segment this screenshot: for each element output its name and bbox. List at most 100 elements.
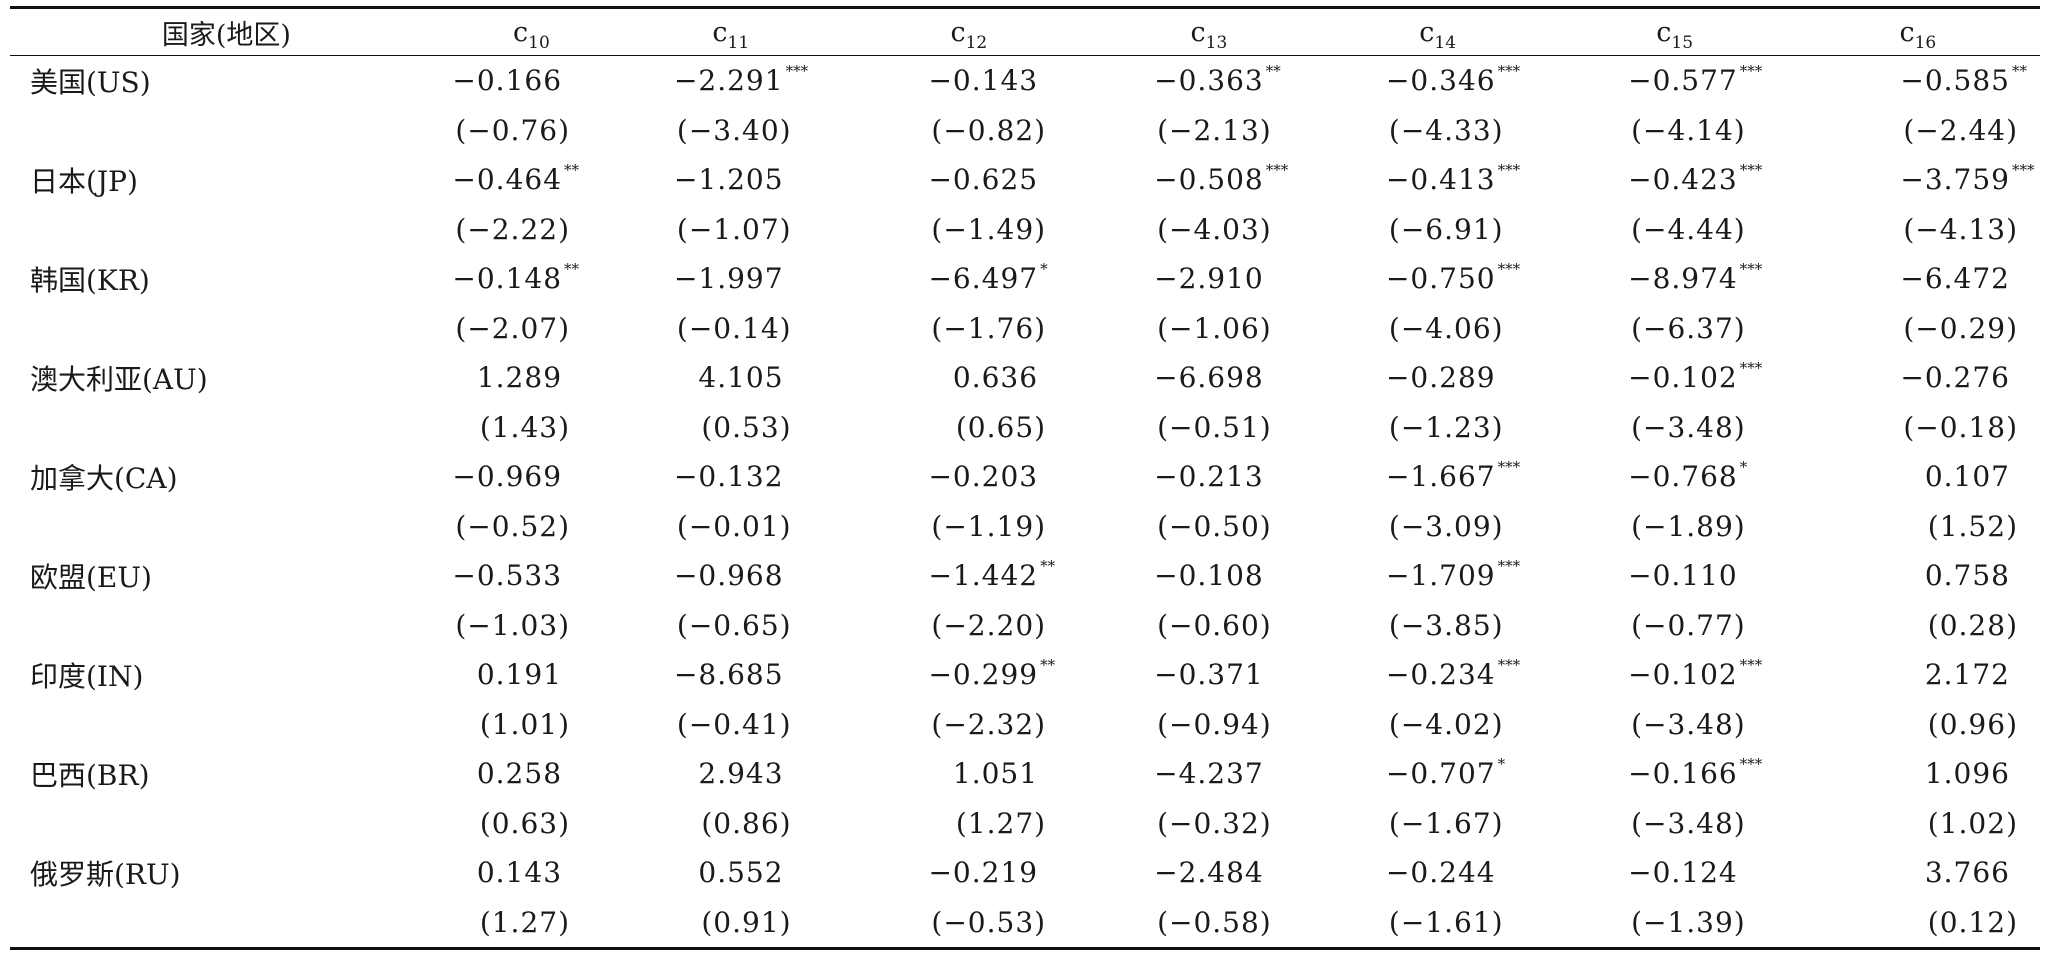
empty-cell — [10, 601, 443, 651]
coefficient-wrap: −6.497 * — [928, 260, 1047, 295]
significance-stars: *** — [785, 62, 809, 81]
significance-stars: ** — [1040, 557, 1056, 576]
coefficient-cell: −0.110 — [1554, 551, 1796, 601]
coefficient-row: 加拿大(CA) −0.969 −0.132 −0.203 −0.213 −1.667 ***… — [10, 452, 2040, 502]
t-statistic-cell: (−0.77) — [1631, 608, 1746, 642]
coefficient-wrap: −0.276 — [1900, 361, 2010, 394]
significance-stars: *** — [1739, 260, 1763, 279]
coefficient-wrap: −0.110 — [1628, 559, 1738, 592]
coefficient-cell: 0.258 — [443, 749, 620, 799]
header-column: c15 — [1553, 6, 1796, 56]
coefficient-wrap: −4.237 — [1154, 757, 1264, 790]
coefficient-value: −0.707 — [1385, 757, 1496, 791]
significance-stars: ** — [1040, 656, 1056, 675]
coefficient-cell: −0.234 *** — [1322, 650, 1554, 700]
header-column: c16 — [1795, 6, 2040, 56]
t-statistic-cell: (1.43) — [479, 410, 571, 444]
header-column-base: c — [1419, 16, 1435, 48]
coefficient-wrap: −0.143 — [928, 64, 1038, 97]
coefficient-wrap: −0.625 — [928, 163, 1038, 196]
coefficient-value: 2.943 — [698, 757, 784, 791]
coefficient-cell: −0.213 — [1096, 452, 1322, 502]
t-statistic-cell: (−0.53) — [841, 897, 1097, 950]
coefficient-cell: −0.148 ** — [443, 254, 620, 304]
t-statistic-cell: (−0.76) — [455, 113, 571, 147]
t-statistic-cell: (1.52) — [1927, 509, 2018, 543]
coefficient-wrap: −0.423 *** — [1628, 161, 1762, 196]
coefficient-value: −0.203 — [928, 460, 1039, 494]
t-statistic-cell: (−6.37) — [1631, 311, 1746, 345]
t-statistic-cell: (−0.58) — [1096, 897, 1322, 950]
coefficient-wrap: −0.234 *** — [1385, 656, 1520, 692]
coefficient-wrap: −0.371 — [1154, 658, 1264, 691]
coefficient-wrap: −1.442 ** — [928, 557, 1055, 592]
coefficient-cell: −0.363 ** — [1096, 56, 1322, 106]
coefficient-wrap: −8.974 *** — [1628, 260, 1762, 295]
coefficient-cell: 1.289 — [443, 353, 620, 403]
t-statistic-cell: (0.63) — [479, 806, 571, 840]
coefficient-cell: −0.124 — [1554, 848, 1796, 898]
coefficient-wrap: −0.968 — [674, 559, 784, 592]
coefficient-value: −1.205 — [673, 163, 784, 197]
coefficient-value: 1.096 — [1924, 757, 2010, 791]
coefficient-wrap: −2.291 *** — [674, 62, 808, 97]
coefficient-value: 3.766 — [1924, 856, 2010, 890]
coefficient-wrap: −3.759 *** — [1900, 161, 2034, 196]
header-column-base: c — [513, 16, 529, 48]
coefficient-wrap: −0.768 * — [1628, 458, 1747, 493]
significance-stars: *** — [2012, 161, 2035, 180]
t-statistic-cell: (−0.65) — [676, 608, 792, 642]
coefficient-wrap: −0.464 ** — [452, 161, 579, 196]
coefficient-wrap: −0.577 *** — [1628, 62, 1762, 97]
coefficient-value: −0.299 — [928, 658, 1039, 692]
coefficient-wrap: −0.219 — [928, 856, 1038, 889]
coefficient-value: −0.213 — [1154, 460, 1264, 494]
coefficient-value: −0.750 — [1385, 262, 1496, 296]
t-statistic-cell: (−4.06) — [1388, 311, 1504, 345]
coefficient-wrap: −2.484 — [1154, 856, 1264, 889]
coefficient-value: 1.289 — [476, 361, 563, 395]
empty-cell — [10, 403, 443, 453]
significance-stars: *** — [1497, 260, 1521, 279]
t-statistic-cell: (−3.09) — [1388, 509, 1504, 543]
coefficient-wrap: −0.148 ** — [452, 260, 579, 295]
t-statistic-cell: (−1.76) — [931, 311, 1047, 345]
significance-stars: ** — [564, 161, 580, 180]
t-statistic-cell: (−3.40) — [676, 113, 792, 147]
t-statistic-cell: (−1.67) — [1388, 806, 1504, 840]
coefficient-wrap: 0.143 — [477, 856, 562, 889]
coefficient-value: −0.585 — [1900, 64, 2010, 98]
coefficient-cell: −0.203 — [842, 452, 1097, 502]
coefficient-cell: −6.497 * — [842, 254, 1097, 304]
coefficient-value: 0.258 — [476, 757, 563, 791]
coefficient-wrap: −0.413 *** — [1386, 161, 1520, 196]
coefficient-cell: 0.758 — [1796, 551, 2040, 601]
coefficient-cell: 2.943 — [620, 749, 842, 799]
coefficient-value: −0.110 — [1628, 559, 1738, 593]
t-statistic-cell: (−0.50) — [1157, 509, 1272, 543]
coefficient-value: −1.997 — [673, 262, 784, 296]
coefficient-value: −0.363 — [1154, 64, 1264, 98]
coefficient-cell: −0.299 ** — [842, 650, 1097, 700]
t-statistic-cell: (−2.22) — [455, 212, 571, 246]
coefficient-value: −0.968 — [673, 559, 784, 593]
header-column-subscript: 16 — [1914, 32, 1937, 53]
coefficient-cell: 0.191 — [443, 650, 620, 700]
coefficient-value: 0.758 — [1924, 559, 2010, 593]
empty-cell — [10, 106, 443, 156]
empty-cell — [10, 304, 443, 354]
coefficient-wrap: −6.472 — [1900, 262, 2010, 295]
t-statistic-cell: (−0.01) — [676, 509, 792, 543]
coefficient-value: −0.244 — [1385, 856, 1496, 890]
coefficient-value: −0.234 — [1385, 658, 1496, 692]
country-name: 加拿大(CA) — [30, 461, 178, 495]
coefficient-value: −0.533 — [452, 559, 563, 593]
t-statistic-cell: (−0.14) — [676, 311, 792, 345]
coefficient-wrap: −0.289 — [1386, 361, 1496, 394]
country-name: 印度(IN) — [30, 659, 144, 693]
coefficient-cell: −0.244 — [1322, 848, 1554, 898]
coefficient-cell: −8.685 — [620, 650, 842, 700]
t-statistic-cell: (0.91) — [620, 897, 842, 950]
coefficient-cell: −2.291 *** — [620, 56, 842, 106]
coefficient-cell: −0.423 *** — [1554, 155, 1796, 205]
